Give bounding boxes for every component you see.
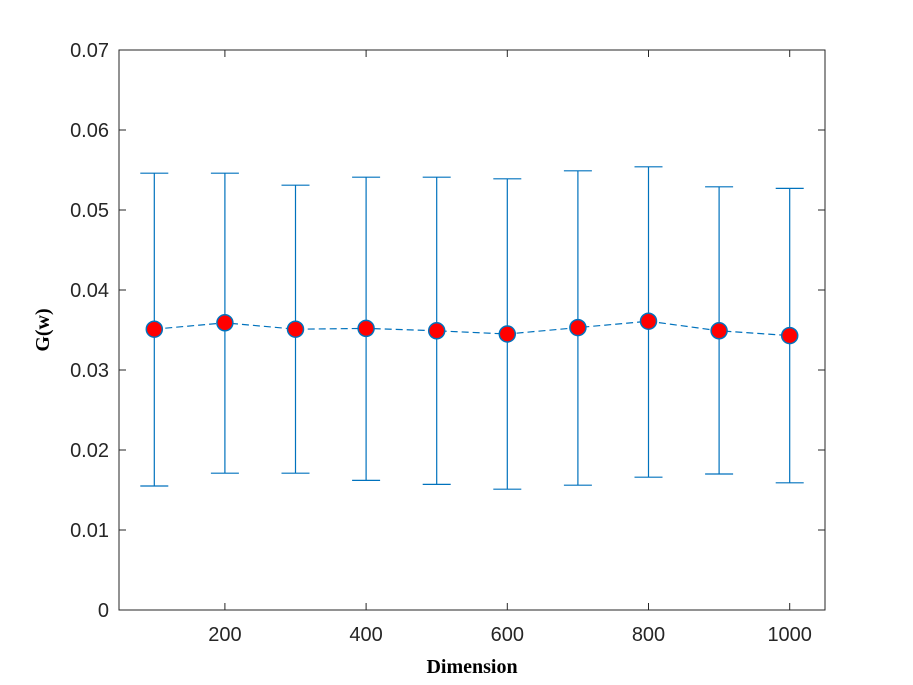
y-tick-label: 0.01 [70,520,109,542]
y-tick-label: 0.04 [70,280,109,302]
axes-box [118,49,826,611]
y-tick-label: 0.06 [70,120,109,142]
x-tick-label: 800 [632,624,665,646]
data-point [427,322,446,340]
data-point [145,320,164,338]
series-line [154,320,790,337]
data-point [569,318,587,337]
data-point [780,326,799,345]
y-tick-label: 0.07 [70,40,109,62]
data-point [357,319,375,338]
data-point [498,325,517,343]
y-tick-label: 0.03 [70,360,109,382]
x-axis-title: Dimension [426,656,517,678]
y-axis-title: G(w) [32,308,54,351]
data-point [710,322,728,340]
x-tick-label: 1000 [767,624,812,646]
data-point [286,320,305,338]
y-tick-label: 0 [98,600,109,622]
x-tick-label: 400 [349,624,382,646]
y-tick-label: 0.05 [70,200,109,222]
y-tick-label: 0.02 [70,440,109,462]
plot-area-background [119,50,825,610]
data-layer [140,166,804,490]
data-point [216,314,234,332]
axes: 200 400 600 800 1000 0 0.01 0.02 0.03 0.04 0.05 0.0… [70,40,826,646]
x-tick-label: 200 [208,624,241,646]
data-point [639,312,658,330]
x-tick-label: 600 [491,624,524,646]
